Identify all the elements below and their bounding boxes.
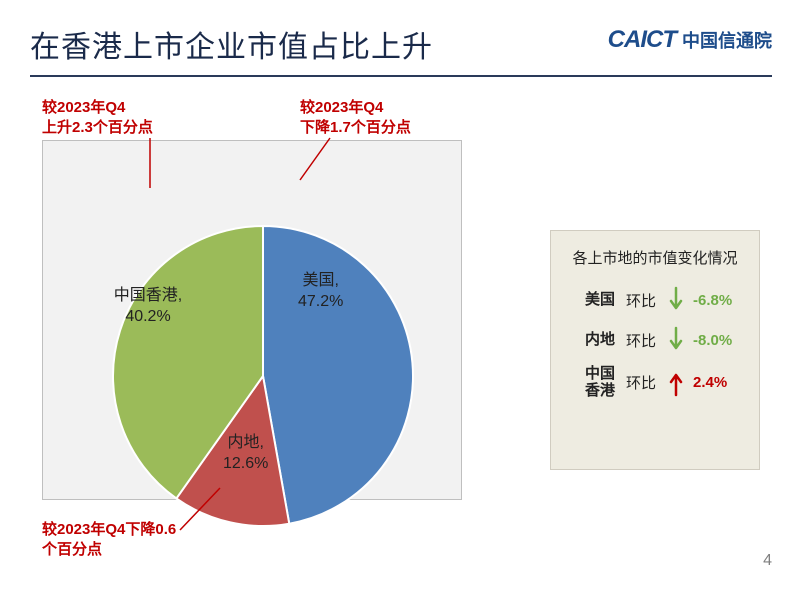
arrow-down-icon <box>667 326 685 354</box>
callout-mainland-line1: 较2023年Q4下降0.6 <box>42 520 176 540</box>
logo: CAICT 中国信通院 <box>608 26 772 54</box>
side-panel: 各上市地的市值变化情况 美国环比-6.8%内地环比-8.0%中国香港环比2.4% <box>550 230 760 470</box>
side-region: 美国 <box>565 292 615 309</box>
slice-label-hk: 中国香港, 40.2% <box>103 286 193 328</box>
side-panel-title: 各上市地的市值变化情况 <box>561 247 749 268</box>
side-value: 2.4% <box>693 374 745 391</box>
side-rows: 美国环比-6.8%内地环比-8.0%中国香港环比2.4% <box>561 286 749 399</box>
content-area: 较2023年Q4 上升2.3个百分点 较2023年Q4 下降1.7个百分点 美国… <box>0 80 802 580</box>
pie-chart <box>103 216 423 536</box>
slide-title: 在香港上市企业市值占比上升 <box>30 22 433 66</box>
side-compare-label: 环比 <box>623 372 659 393</box>
callout-mainland-line2: 个百分点 <box>42 540 176 560</box>
callout-us-line2: 下降1.7个百分点 <box>300 118 411 138</box>
side-row: 中国香港环比 2.4% <box>561 366 749 399</box>
logo-en: CAICT <box>608 26 676 54</box>
logo-cn: 中国信通院 <box>682 27 772 53</box>
arrow-down-icon <box>667 286 685 314</box>
header: 在香港上市企业市值占比上升 CAICT 中国信通院 <box>0 0 802 80</box>
callout-us-line1: 较2023年Q4 <box>300 98 411 118</box>
callout-us: 较2023年Q4 下降1.7个百分点 <box>300 98 411 139</box>
chart-panel: 美国, 47.2% 内地, 12.6% 中国香港, 40.2% <box>42 140 462 500</box>
side-row: 内地环比 -8.0% <box>561 326 749 354</box>
side-compare-label: 环比 <box>623 290 659 311</box>
callout-hk: 较2023年Q4 上升2.3个百分点 <box>42 98 153 139</box>
callout-hk-line1: 较2023年Q4 <box>42 98 153 118</box>
page-number: 4 <box>763 552 772 570</box>
side-value: -8.0% <box>693 332 745 349</box>
title-underline <box>30 75 772 77</box>
side-region: 中国香港 <box>565 366 615 399</box>
callout-hk-line2: 上升2.3个百分点 <box>42 118 153 138</box>
side-value: -6.8% <box>693 292 745 309</box>
callout-mainland: 较2023年Q4下降0.6 个百分点 <box>42 520 176 561</box>
slice-label-us: 美国, 47.2% <box>298 271 343 313</box>
slice-label-mainland: 内地, 12.6% <box>223 433 268 475</box>
side-compare-label: 环比 <box>623 330 659 351</box>
side-row: 美国环比 -6.8% <box>561 286 749 314</box>
arrow-up-icon <box>667 369 685 397</box>
side-region: 内地 <box>565 332 615 349</box>
